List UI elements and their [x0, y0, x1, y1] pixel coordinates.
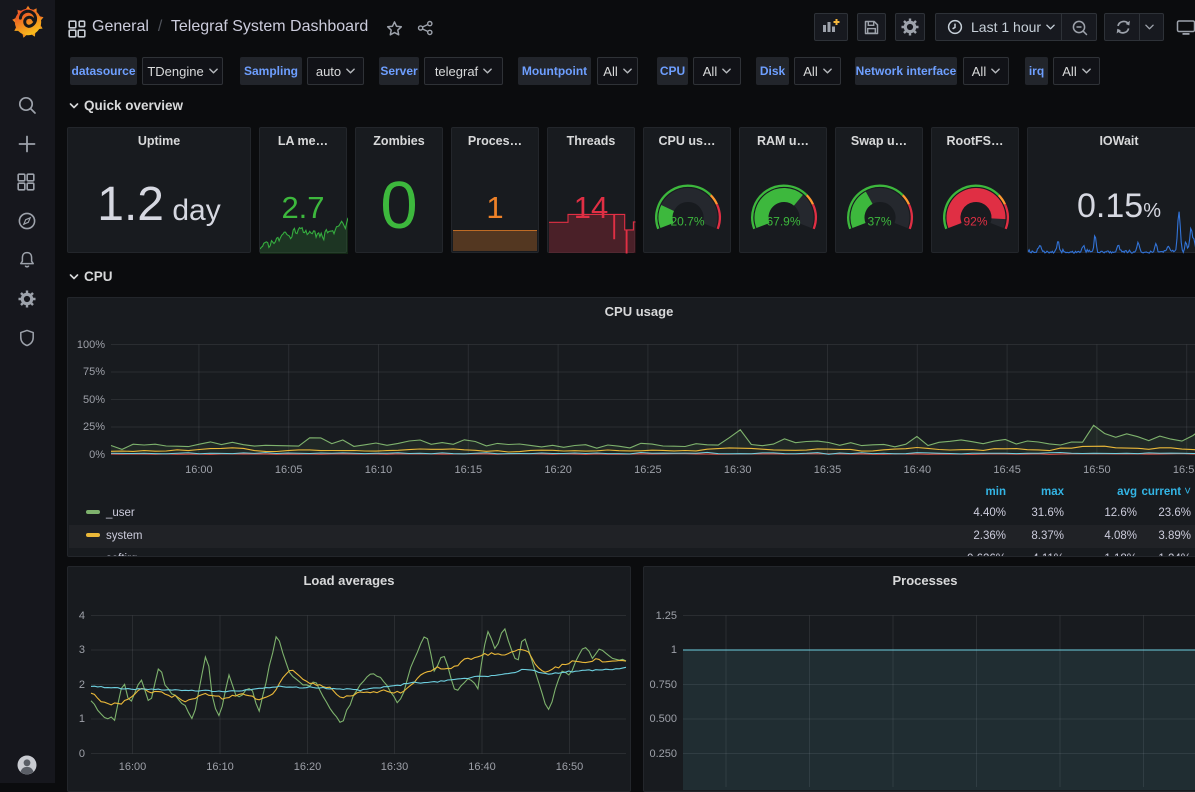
svg-text:20.7%: 20.7%	[670, 215, 704, 229]
svg-text:37%: 37%	[867, 215, 891, 229]
svg-text:92%: 92%	[963, 215, 987, 229]
svg-text:67.9%: 67.9%	[766, 215, 800, 229]
